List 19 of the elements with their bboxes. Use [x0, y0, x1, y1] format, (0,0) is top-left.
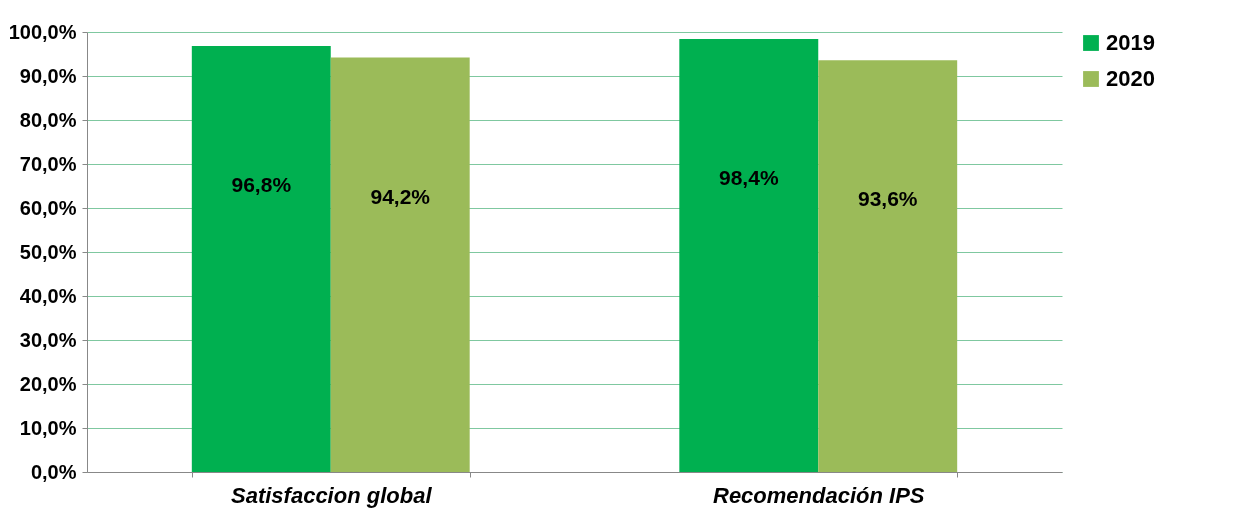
y-tick-label: 50,0% — [19, 240, 77, 263]
y-tick-label: 30,0% — [19, 328, 77, 351]
data-label: 98,4% — [719, 166, 779, 190]
y-tick-label: 40,0% — [19, 284, 77, 307]
legend-label: 2020 — [1106, 66, 1155, 91]
y-tick-label: 70,0% — [19, 152, 77, 175]
data-label: 96,8% — [231, 173, 292, 197]
y-tick-label: 90,0% — [19, 64, 77, 87]
legend-label: 2019 — [1106, 30, 1155, 55]
x-tick-label: Satisfaccion global — [231, 482, 433, 508]
y-tick-label: 0,0% — [30, 460, 77, 483]
y-tick-label: 60,0% — [19, 196, 77, 219]
data-label: 93,6% — [857, 187, 918, 211]
data-label: 94,2% — [370, 184, 431, 208]
y-tick-label: 10,0% — [19, 416, 77, 439]
y-tick-label: 20,0% — [19, 372, 77, 395]
y-tick-label: 100,0% — [8, 20, 77, 43]
y-tick-label: 80,0% — [19, 108, 77, 131]
x-tick-label: Recomendación IPS — [712, 482, 925, 508]
